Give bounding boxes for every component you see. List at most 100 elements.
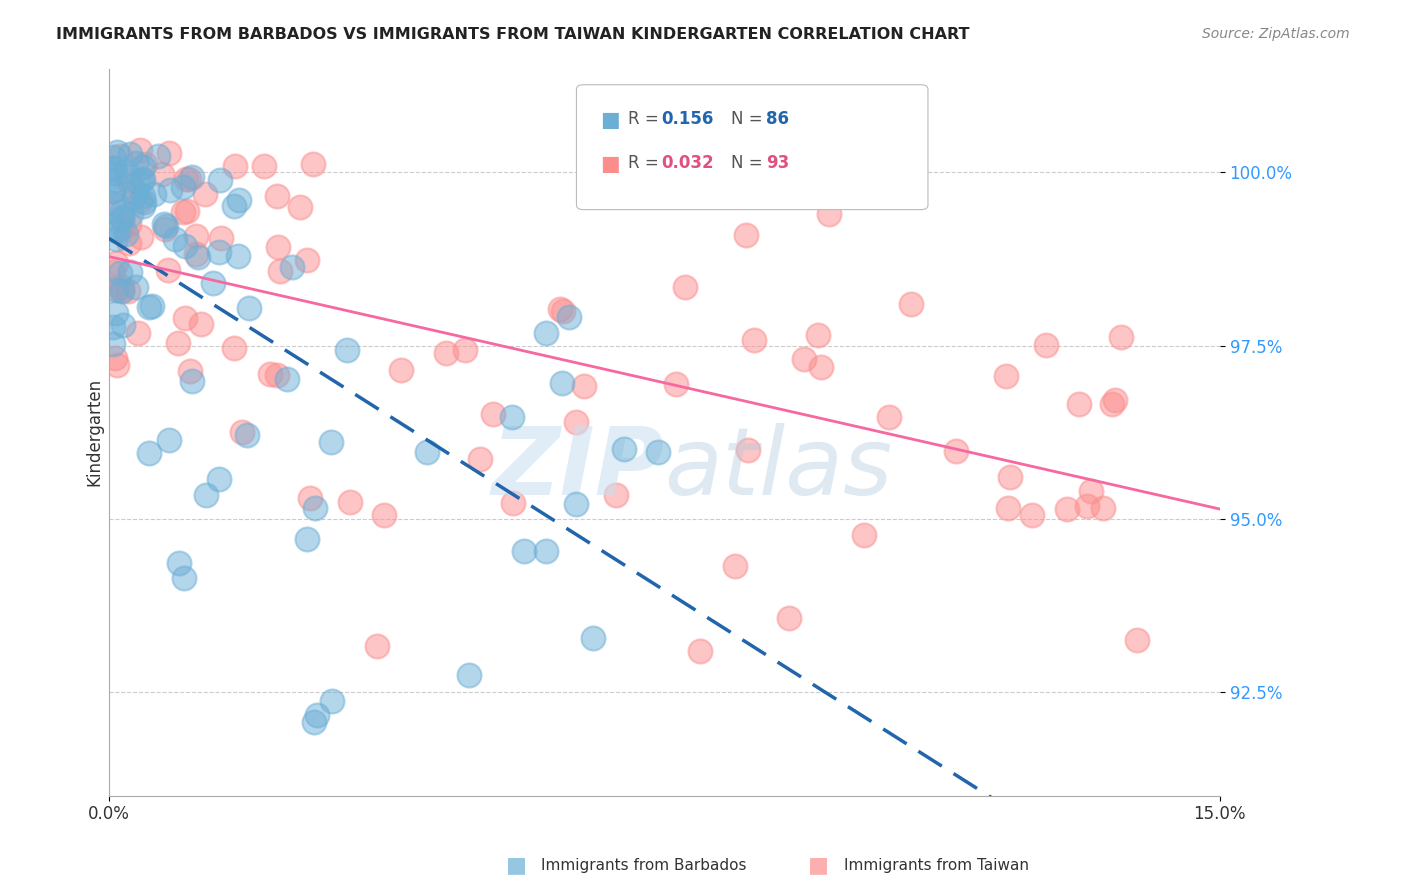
Point [129,229,152,244]
Point [131,189,153,203]
Point [534,544,557,558]
Point [269,264,291,278]
Point [108,149,131,163]
Point [124,156,146,170]
Text: ZIP: ZIP [492,423,665,515]
Point [266,368,288,382]
Point [228,193,250,207]
Text: atlas: atlas [665,423,893,514]
Point [172,204,194,219]
Point [945,443,967,458]
Point [613,442,636,456]
Point [724,559,747,574]
Point [302,157,325,171]
Point [101,265,124,279]
Text: 93: 93 [766,154,790,172]
Point [810,359,832,374]
Point [224,341,246,355]
Point [128,194,150,208]
Point [536,326,558,340]
Point [742,333,765,347]
Text: 0.156: 0.156 [661,110,713,128]
Point [156,262,179,277]
Point [112,219,135,234]
Point [120,179,142,194]
Point [111,318,134,332]
Point [564,498,586,512]
Text: Immigrants from Barbados: Immigrants from Barbados [541,858,747,872]
Point [146,148,169,162]
Point [110,211,132,225]
Point [180,374,202,388]
Point [366,640,388,654]
Text: IMMIGRANTS FROM BARBADOS VS IMMIGRANTS FROM TAIWAN KINDERGARTEN CORRELATION CHAR: IMMIGRANTS FROM BARBADOS VS IMMIGRANTS F… [56,27,970,42]
Point [208,472,231,486]
Y-axis label: Kindergarten: Kindergarten [86,378,103,486]
Point [266,189,288,203]
Point [304,714,326,729]
Text: ■: ■ [600,154,620,174]
Point [138,300,160,314]
Point [201,276,224,290]
Text: Immigrants from Taiwan: Immigrants from Taiwan [844,858,1029,872]
Point [115,164,138,178]
Point [778,611,800,625]
Point [181,170,204,185]
Point [174,172,197,186]
Point [104,223,127,237]
Point [253,159,276,173]
Point [143,186,166,201]
Point [157,146,180,161]
Point [582,631,605,645]
Point [735,228,758,243]
Point [550,302,572,317]
Point [389,363,412,377]
Point [501,409,523,424]
Point [118,235,141,250]
Point [236,428,259,442]
Point [163,232,186,246]
Point [131,172,153,186]
Point [173,571,195,585]
Point [1101,397,1123,411]
Point [793,351,815,366]
Point [458,668,481,682]
Point [117,173,139,187]
Point [307,708,329,723]
Point [224,159,246,173]
Point [267,240,290,254]
Point [155,219,177,233]
Point [319,434,342,449]
Point [1109,330,1132,344]
Point [208,245,231,260]
Point [104,306,127,320]
Point [141,299,163,313]
Point [481,407,503,421]
Point [817,206,839,220]
Point [190,318,212,332]
Point [101,319,124,334]
Point [1056,501,1078,516]
Point [997,500,1019,515]
Point [111,283,134,297]
Point [118,146,141,161]
Text: N =: N = [731,110,768,128]
Point [167,556,190,570]
Point [150,167,173,181]
Point [280,260,302,274]
Point [153,217,176,231]
Point [132,194,155,209]
Point [179,364,201,378]
Point [120,264,142,278]
Point [194,187,217,202]
Point [105,359,128,373]
Point [194,488,217,502]
Point [101,150,124,164]
Point [557,310,579,324]
Point [339,494,361,508]
Point [101,184,124,198]
Point [222,199,245,213]
Text: R =: R = [628,110,665,128]
Point [502,496,524,510]
Text: ■: ■ [600,110,620,129]
